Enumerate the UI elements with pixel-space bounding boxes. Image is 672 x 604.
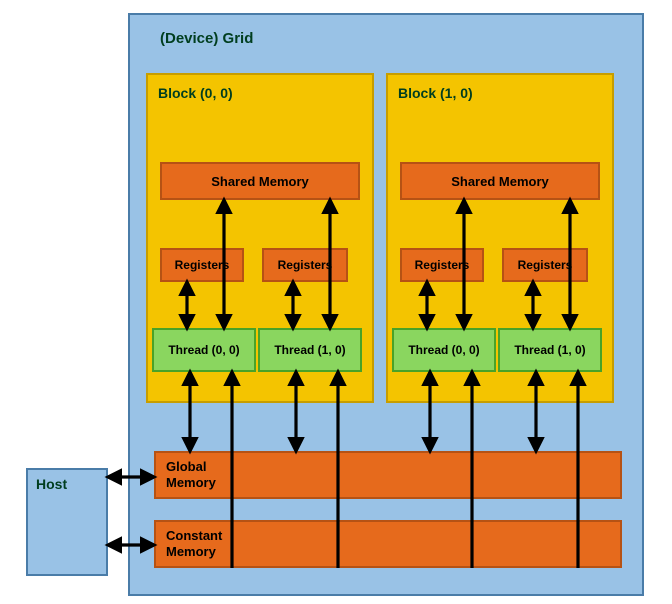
shared-memory-label: Shared Memory xyxy=(451,174,549,189)
block-1-0-title: Block (1, 0) xyxy=(398,85,473,101)
registers-1-1: Registers xyxy=(502,248,588,282)
thread-label: Thread (0, 0) xyxy=(168,343,239,357)
host-label: Host xyxy=(36,476,67,492)
thread-label: Thread (1, 0) xyxy=(274,343,345,357)
thread-label: Thread (0, 0) xyxy=(408,343,479,357)
registers-1-0: Registers xyxy=(400,248,484,282)
grid-title: (Device) Grid xyxy=(160,30,253,47)
block-0-0-title: Block (0, 0) xyxy=(158,85,233,101)
thread-label: Thread (1, 0) xyxy=(514,343,585,357)
registers-label: Registers xyxy=(278,258,333,272)
global-memory-label: Global Memory xyxy=(166,459,216,490)
registers-label: Registers xyxy=(518,258,573,272)
registers-0-1: Registers xyxy=(262,248,348,282)
shared-memory-1: Shared Memory xyxy=(400,162,600,200)
constant-memory: Constant Memory xyxy=(154,520,622,568)
thread-1-0: Thread (0, 0) xyxy=(392,328,496,372)
thread-1-1: Thread (1, 0) xyxy=(498,328,602,372)
host-box: Host xyxy=(26,468,108,576)
constant-memory-label: Constant Memory xyxy=(166,528,222,559)
registers-label: Registers xyxy=(175,258,230,272)
thread-0-0: Thread (0, 0) xyxy=(152,328,256,372)
shared-memory-0: Shared Memory xyxy=(160,162,360,200)
registers-0-0: Registers xyxy=(160,248,244,282)
global-memory: Global Memory xyxy=(154,451,622,499)
thread-0-1: Thread (1, 0) xyxy=(258,328,362,372)
shared-memory-label: Shared Memory xyxy=(211,174,309,189)
registers-label: Registers xyxy=(415,258,470,272)
